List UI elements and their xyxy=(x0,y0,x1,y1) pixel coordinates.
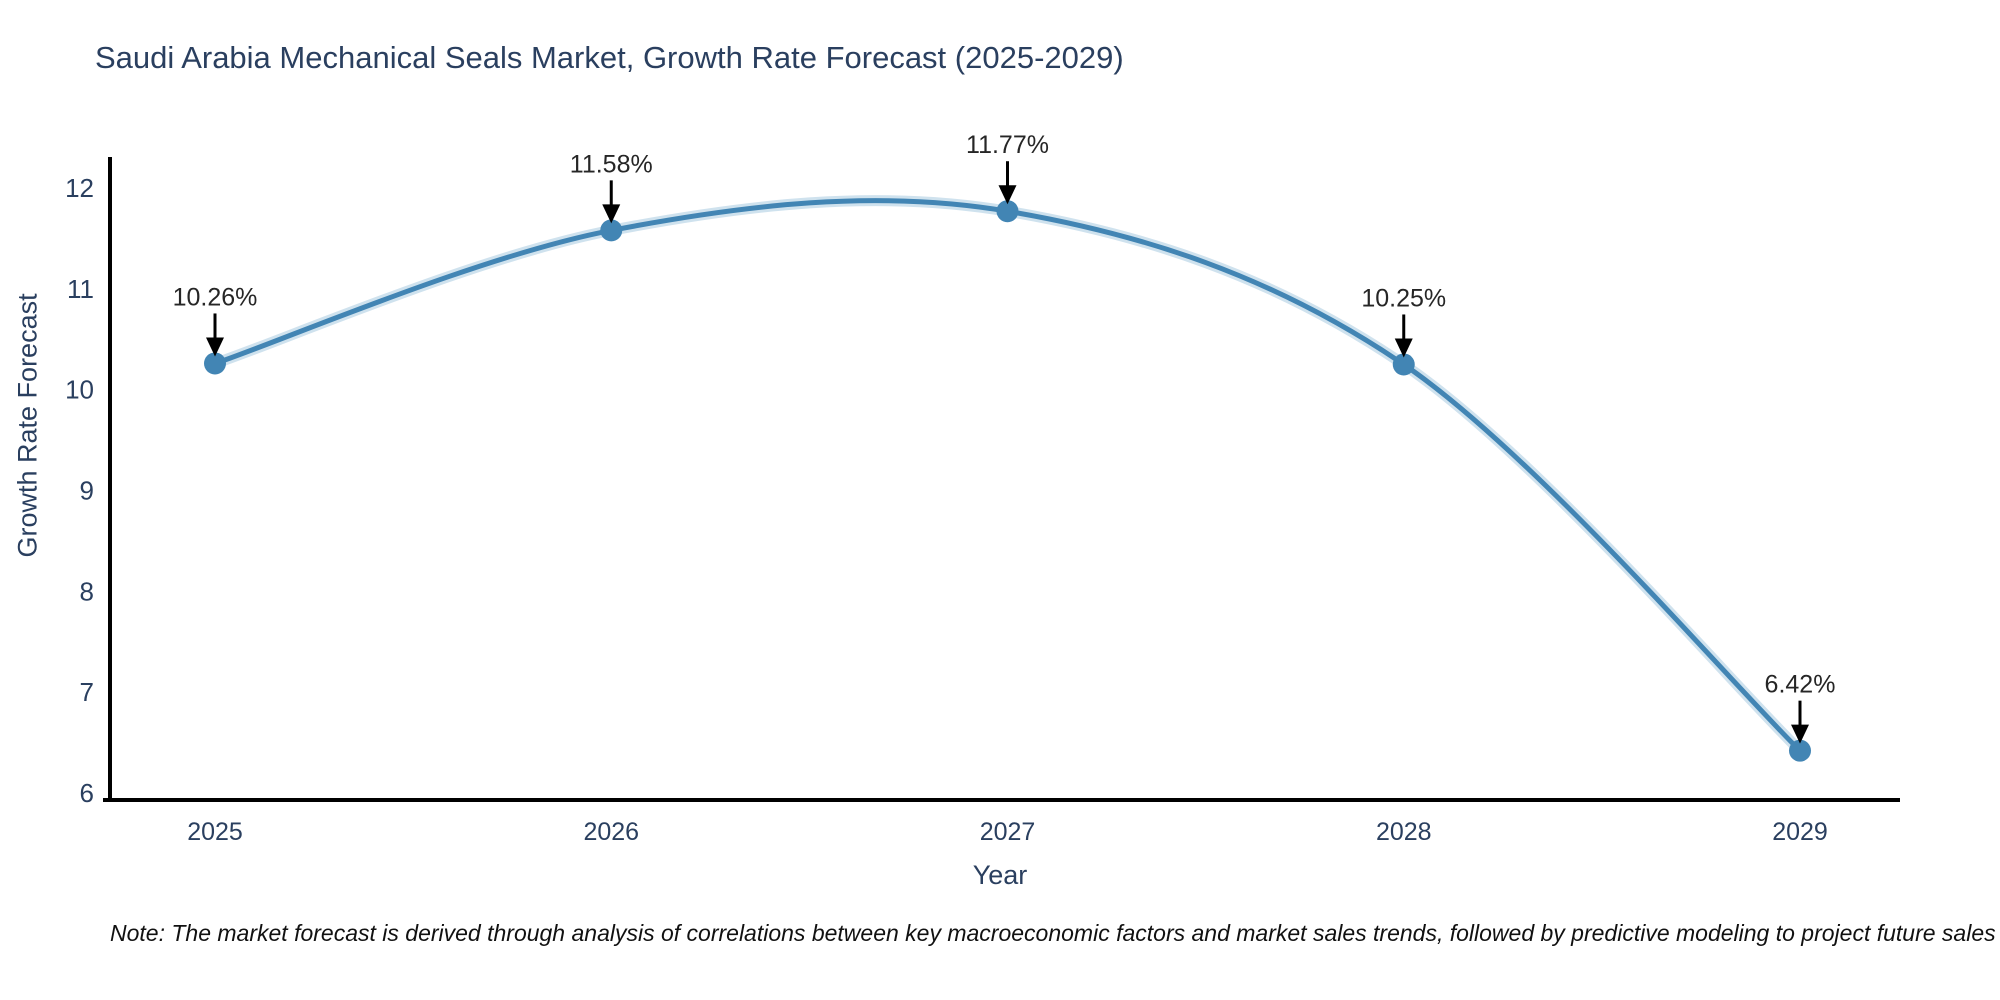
y-tick-label: 8 xyxy=(80,576,94,606)
x-tick-label: 2025 xyxy=(187,818,243,846)
x-axis-title: Year xyxy=(972,860,1028,890)
annotation-label: 11.58% xyxy=(570,150,653,178)
annotation-arrow-head xyxy=(1394,338,1413,358)
y-tick-label: 10 xyxy=(65,375,94,405)
x-tick-label: 2026 xyxy=(583,818,639,846)
x-tick-label: 2029 xyxy=(1772,818,1828,846)
series-line-halo xyxy=(209,195,1806,757)
annotation-label: 10.25% xyxy=(1361,284,1446,312)
annotation-label: 10.26% xyxy=(173,283,258,311)
y-tick-label: 6 xyxy=(80,778,94,808)
chart-footnote: Note: The market forecast is derived thr… xyxy=(110,920,1996,946)
y-axis-title: Growth Rate Forecast xyxy=(12,293,43,558)
annotation-arrow-head xyxy=(1791,724,1809,744)
annotation-arrow-head xyxy=(206,337,224,357)
series-line xyxy=(212,198,1803,754)
y-tick-label: 9 xyxy=(80,476,94,506)
chart-title: Saudi Arabia Mechanical Seals Market, Gr… xyxy=(95,40,1124,75)
annotation-label: 11.77% xyxy=(966,131,1049,159)
data-point-marker xyxy=(600,219,623,242)
x-tick-label: 2028 xyxy=(1376,818,1432,846)
data-point-marker xyxy=(996,200,1019,223)
y-tick-label: 7 xyxy=(80,677,94,707)
y-tick-label: 11 xyxy=(67,274,94,304)
annotation-arrow-head xyxy=(998,185,1017,205)
annotation-arrow-head xyxy=(602,204,621,224)
y-tick-label: 12 xyxy=(65,173,94,203)
data-point-marker xyxy=(204,352,226,375)
annotation-label: 6.42% xyxy=(1765,671,1836,699)
data-point-marker xyxy=(1789,739,1811,762)
x-tick-label: 2027 xyxy=(980,818,1036,846)
data-point-marker xyxy=(1392,353,1415,376)
